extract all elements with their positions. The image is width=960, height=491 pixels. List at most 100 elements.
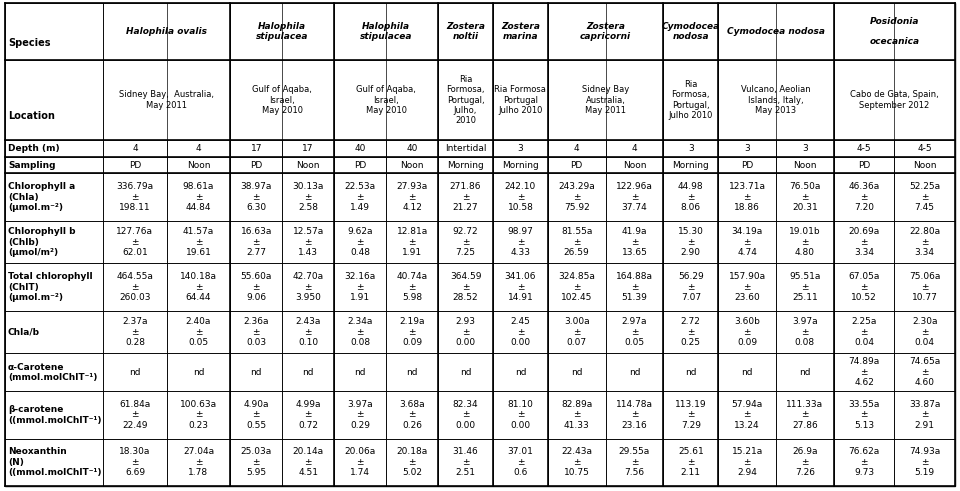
- Text: 20.06a
±
1.74: 20.06a ± 1.74: [345, 447, 375, 477]
- Text: 30.13a
±
2.58: 30.13a ± 2.58: [293, 182, 324, 212]
- Bar: [230, 173, 282, 221]
- Bar: [103, 3, 230, 60]
- Text: 2.34a
±
0.08: 2.34a ± 0.08: [348, 317, 372, 347]
- Text: 74.93a
±
5.19: 74.93a ± 5.19: [909, 447, 940, 477]
- Text: 113.19
±
7.29: 113.19 ± 7.29: [675, 400, 707, 430]
- Bar: [438, 3, 493, 60]
- Bar: [895, 264, 955, 311]
- Text: Halophila
stipulacea: Halophila stipulacea: [360, 22, 413, 41]
- Bar: [167, 173, 230, 221]
- Bar: [230, 264, 282, 311]
- Bar: [334, 3, 438, 60]
- Bar: [103, 311, 167, 354]
- Text: 9.62a
±
0.48: 9.62a ± 0.48: [348, 227, 372, 257]
- Text: 34.19a
±
4.74: 34.19a ± 4.74: [732, 227, 763, 257]
- Bar: [895, 311, 955, 354]
- Bar: [386, 221, 438, 264]
- Text: Sidney Bay
Australia,
May 2011: Sidney Bay Australia, May 2011: [582, 85, 629, 115]
- Bar: [895, 391, 955, 438]
- Text: 67.05a
±
10.52: 67.05a ± 10.52: [849, 272, 879, 302]
- Text: nd: nd: [354, 368, 366, 377]
- Text: 464.55a
±
260.03: 464.55a ± 260.03: [116, 272, 154, 302]
- Bar: [334, 140, 386, 157]
- Text: 52.25a
±
7.45: 52.25a ± 7.45: [909, 182, 940, 212]
- Text: 33.55a
±
5.13: 33.55a ± 5.13: [849, 400, 879, 430]
- Bar: [5, 354, 103, 391]
- Bar: [438, 140, 493, 157]
- Bar: [386, 157, 438, 173]
- Bar: [718, 438, 776, 486]
- Bar: [103, 60, 230, 140]
- Text: 164.88a
±
51.39: 164.88a ± 51.39: [616, 272, 653, 302]
- Text: 4.90a
±
0.55: 4.90a ± 0.55: [244, 400, 269, 430]
- Bar: [167, 438, 230, 486]
- Bar: [103, 221, 167, 264]
- Text: 40: 40: [406, 144, 418, 153]
- Bar: [493, 391, 548, 438]
- Text: 127.76a
±
62.01: 127.76a ± 62.01: [116, 227, 154, 257]
- Bar: [334, 264, 386, 311]
- Text: 4: 4: [132, 144, 137, 153]
- Bar: [663, 157, 718, 173]
- Text: Chlorophyll b
(Chlb)
(μmol/m²): Chlorophyll b (Chlb) (μmol/m²): [8, 227, 76, 257]
- Text: 75.06a
±
10.77: 75.06a ± 10.77: [909, 272, 941, 302]
- Text: 2.40a
±
0.05: 2.40a ± 0.05: [186, 317, 211, 347]
- Text: Chlorophyll a
(Chla)
(μmol.m⁻²): Chlorophyll a (Chla) (μmol.m⁻²): [8, 182, 75, 212]
- Bar: [386, 264, 438, 311]
- Text: Morning: Morning: [447, 161, 484, 170]
- Text: Vulcano, Aeolian
Islands, Italy,
May 2013: Vulcano, Aeolian Islands, Italy, May 201…: [741, 85, 811, 115]
- Text: Sampling: Sampling: [8, 161, 56, 170]
- Bar: [895, 354, 955, 391]
- Text: 29.55a
±
7.56: 29.55a ± 7.56: [619, 447, 650, 477]
- Bar: [438, 391, 493, 438]
- Text: 98.61a
±
44.84: 98.61a ± 44.84: [182, 182, 214, 212]
- Bar: [718, 391, 776, 438]
- Bar: [493, 140, 548, 157]
- Bar: [334, 311, 386, 354]
- Text: 3: 3: [744, 144, 750, 153]
- Text: Gulf of Aqaba,
Israel,
May 2010: Gulf of Aqaba, Israel, May 2010: [356, 85, 416, 115]
- Bar: [103, 438, 167, 486]
- Bar: [776, 264, 833, 311]
- Text: 92.72
±
7.25: 92.72 ± 7.25: [453, 227, 478, 257]
- Text: 324.85a
±
102.45: 324.85a ± 102.45: [559, 272, 595, 302]
- Text: 31.46
±
2.51: 31.46 ± 2.51: [453, 447, 478, 477]
- Text: nd: nd: [193, 368, 204, 377]
- Text: Species: Species: [8, 38, 51, 48]
- Text: Morning: Morning: [672, 161, 709, 170]
- Text: 123.71a
±
18.86: 123.71a ± 18.86: [729, 182, 765, 212]
- Bar: [606, 157, 663, 173]
- Text: Depth (m): Depth (m): [8, 144, 60, 153]
- Text: α-Carotene
(mmol.molChlT⁻¹): α-Carotene (mmol.molChlT⁻¹): [8, 363, 97, 382]
- Bar: [438, 438, 493, 486]
- Text: 2.45
±
0.00: 2.45 ± 0.00: [511, 317, 531, 347]
- Bar: [103, 391, 167, 438]
- Bar: [833, 264, 895, 311]
- Bar: [5, 391, 103, 438]
- Bar: [548, 173, 606, 221]
- Bar: [663, 438, 718, 486]
- Text: Ria
Formosa,
Portugal,
Julho,
2010: Ria Formosa, Portugal, Julho, 2010: [446, 75, 485, 125]
- Bar: [663, 140, 718, 157]
- Text: 44.98
±
8.06: 44.98 ± 8.06: [678, 182, 704, 212]
- Bar: [282, 157, 334, 173]
- Text: Noon: Noon: [793, 161, 817, 170]
- Text: nd: nd: [799, 368, 810, 377]
- Text: Posidonia

ocecanica: Posidonia ocecanica: [870, 17, 920, 46]
- Bar: [230, 3, 334, 60]
- Bar: [833, 354, 895, 391]
- Text: 3.97a
±
0.29: 3.97a ± 0.29: [348, 400, 373, 430]
- Text: 4: 4: [574, 144, 580, 153]
- Text: 46.36a
±
7.20: 46.36a ± 7.20: [849, 182, 879, 212]
- Bar: [548, 391, 606, 438]
- Text: 41.57a
±
19.61: 41.57a ± 19.61: [182, 227, 214, 257]
- Text: 4.99a
±
0.72: 4.99a ± 0.72: [296, 400, 321, 430]
- Text: 2.30a
±
0.04: 2.30a ± 0.04: [912, 317, 937, 347]
- Bar: [833, 173, 895, 221]
- Bar: [103, 140, 167, 157]
- Text: 3: 3: [802, 144, 807, 153]
- Bar: [438, 157, 493, 173]
- Text: Ria Formosa
Portugal
Julho 2010: Ria Formosa Portugal Julho 2010: [494, 85, 546, 115]
- Bar: [167, 391, 230, 438]
- Bar: [776, 221, 833, 264]
